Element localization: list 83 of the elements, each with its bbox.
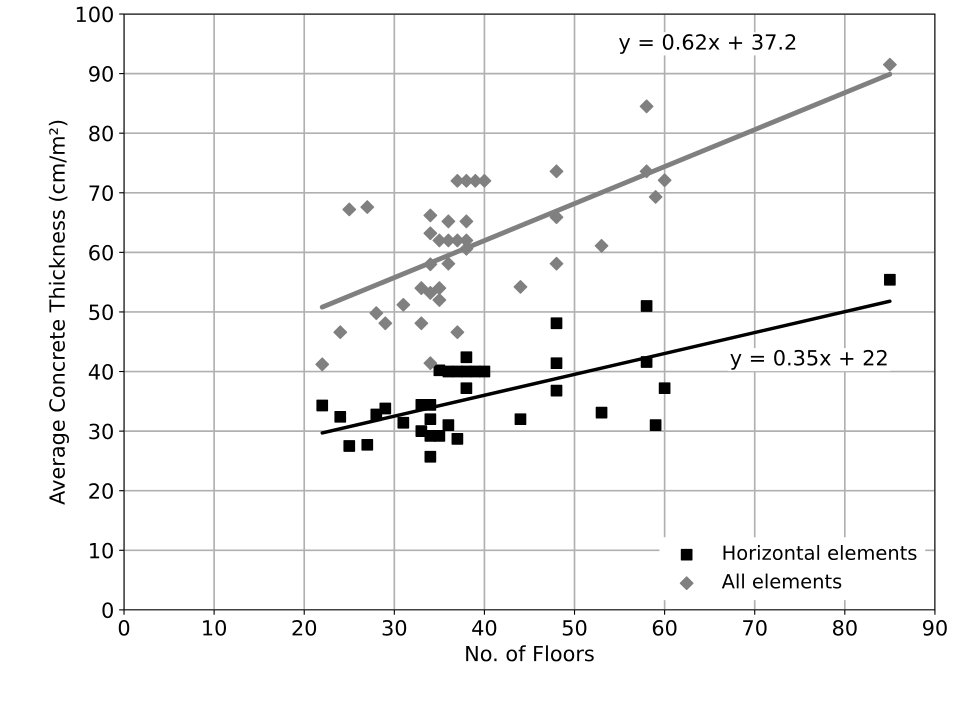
y-tick-label: 40 xyxy=(88,364,113,380)
x-tick-label: 0 xyxy=(118,620,130,636)
point xyxy=(343,440,356,452)
point xyxy=(360,200,374,214)
point xyxy=(424,413,436,426)
point xyxy=(424,399,436,411)
point xyxy=(423,286,438,300)
point xyxy=(334,410,346,423)
point xyxy=(640,99,654,114)
point xyxy=(550,317,562,330)
x-tick-label: 20 xyxy=(292,620,316,636)
point xyxy=(640,356,652,368)
point xyxy=(460,351,472,364)
x-tick-label: 50 xyxy=(562,620,586,636)
point xyxy=(658,382,670,394)
point xyxy=(459,214,474,228)
point xyxy=(450,325,464,340)
point xyxy=(397,416,410,429)
point xyxy=(378,316,392,330)
x-axis-title: No. of Floors xyxy=(466,645,594,662)
x-tick-label: 10 xyxy=(203,620,226,636)
annotation: y = 0.35x + 22 xyxy=(730,350,887,370)
point xyxy=(416,425,428,437)
point xyxy=(414,281,428,296)
y-tick-label: 30 xyxy=(89,424,113,440)
point xyxy=(370,408,382,420)
point xyxy=(379,402,392,414)
point xyxy=(424,450,436,463)
point xyxy=(658,173,672,188)
point xyxy=(369,306,384,320)
y-tick-label: 60 xyxy=(89,244,113,261)
point xyxy=(441,256,456,271)
point xyxy=(342,202,356,216)
point xyxy=(478,366,490,378)
y-tick-label: 90 xyxy=(89,66,113,82)
annotation: y = 0.62x + 37.2 xyxy=(619,34,796,54)
point xyxy=(442,419,454,431)
point xyxy=(594,238,608,253)
y-tick-label: 80 xyxy=(89,126,113,142)
y-axis-title: Average Concrete Thickness (cm/m²) xyxy=(48,120,69,505)
point xyxy=(596,406,608,418)
point xyxy=(361,438,374,451)
y-tick-label: 100 xyxy=(76,6,113,22)
legend-label: Horizontal elements xyxy=(724,545,916,560)
point xyxy=(423,356,438,370)
point xyxy=(640,164,654,178)
point xyxy=(333,325,348,340)
point xyxy=(423,226,438,240)
point xyxy=(452,433,464,445)
point xyxy=(432,281,446,296)
point xyxy=(550,164,564,178)
point xyxy=(882,58,897,72)
legend-label: All elements xyxy=(722,574,842,589)
y-tick-label: 50 xyxy=(89,304,113,320)
y-tick-label: 10 xyxy=(90,542,113,558)
point xyxy=(514,280,528,294)
point xyxy=(423,257,438,272)
x-tick-label: 80 xyxy=(832,620,857,636)
point xyxy=(640,300,652,312)
point xyxy=(884,274,896,286)
y-tick-label: 0 xyxy=(102,602,113,618)
x-tick-label: 90 xyxy=(922,620,947,636)
y-tick-label: 20 xyxy=(89,483,113,499)
point xyxy=(650,419,662,431)
point xyxy=(550,256,564,271)
point xyxy=(414,316,428,330)
point xyxy=(316,400,328,412)
point xyxy=(460,382,472,394)
point xyxy=(432,293,446,307)
x-tick-label: 60 xyxy=(652,620,676,636)
x-tick-label: 30 xyxy=(382,620,406,636)
point xyxy=(648,190,663,204)
point xyxy=(423,208,438,222)
point xyxy=(396,298,410,312)
point xyxy=(434,430,446,442)
point xyxy=(315,357,330,372)
point xyxy=(514,413,526,426)
point xyxy=(550,384,562,396)
x-tick-label: 70 xyxy=(743,620,767,636)
y-tick-label: 70 xyxy=(89,185,113,201)
point xyxy=(550,357,562,370)
point xyxy=(441,214,456,228)
x-tick-label: 40 xyxy=(472,620,496,636)
